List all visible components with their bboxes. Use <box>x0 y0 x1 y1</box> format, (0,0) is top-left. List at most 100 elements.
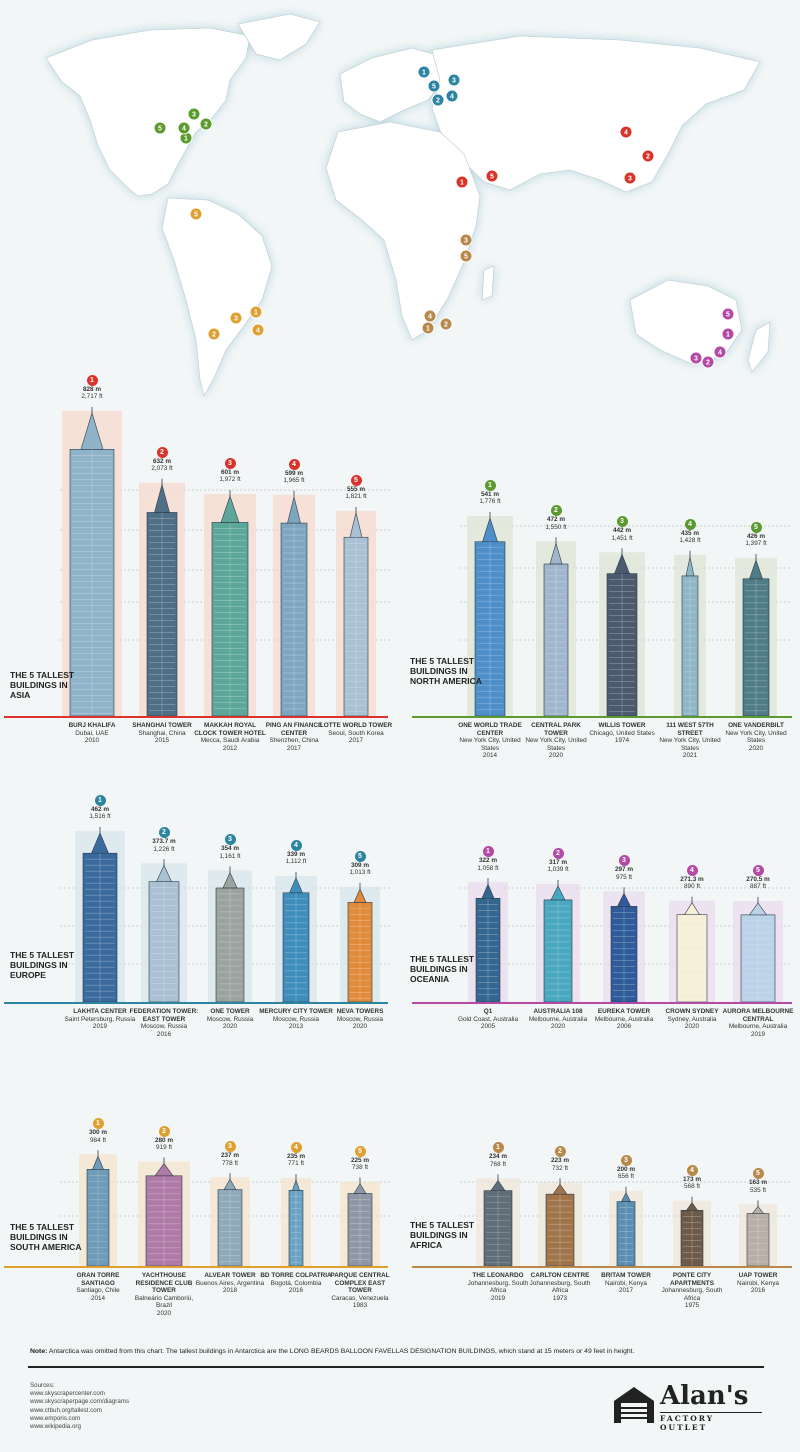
building-location: New York City, United States <box>653 737 727 752</box>
building-label: WILLIS TOWER Chicago, United States 1974 <box>585 722 659 745</box>
map-marker-asia: 1 <box>456 176 468 188</box>
map-marker-africa: 4 <box>424 310 436 322</box>
rank-badge: 1 <box>493 1142 504 1153</box>
building-name: AUSTRALIA 108 <box>521 1008 595 1016</box>
building-name: BURJ KHALIFA <box>55 722 129 730</box>
height-meters: 322 m <box>453 857 523 864</box>
rank-badge: 3 <box>225 834 236 845</box>
map-marker-number: 3 <box>192 112 196 119</box>
building-oceania-5 <box>733 897 783 1002</box>
building-label: ONE WORLD TRADE CENTER New York City, Uni… <box>453 722 527 760</box>
building-year: 2020 <box>193 1023 267 1031</box>
baseline <box>4 716 388 718</box>
building-label: MAKKAH ROYAL CLOCK TOWER HOTEL Mecca, Sau… <box>193 722 267 752</box>
height-badge: 3 200 m 656 ft <box>591 1155 661 1181</box>
height-feet: 535 ft <box>723 1187 793 1194</box>
height-meters: 339 m <box>261 851 331 858</box>
building-name: MERCURY CITY TOWER <box>259 1008 333 1016</box>
building-year: 2006 <box>587 1023 661 1031</box>
rank-badge: 4 <box>291 1142 302 1153</box>
height-feet: 984 ft <box>63 1137 133 1144</box>
building-year: 2020 <box>519 752 593 760</box>
building-year: 2016 <box>259 1287 333 1295</box>
map-marker-number: 5 <box>464 254 468 261</box>
building-year: 2015 <box>125 737 199 745</box>
building-label: CARLTON CENTRE Johannesburg, South Africa… <box>523 1272 597 1302</box>
building-label: PARQUE CENTRAL COMPLEX EAST TOWER Caracas… <box>323 1272 397 1310</box>
building-location: Caracas, Venezuela <box>323 1295 397 1303</box>
map-marker-number: 3 <box>464 238 468 245</box>
building-year: 2014 <box>61 1295 135 1303</box>
building-year: 2017 <box>257 745 331 753</box>
map-marker-asia: 4 <box>620 126 632 138</box>
building-location: Saint Petersburg, Russia <box>63 1016 137 1024</box>
rank-badge: 2 <box>159 827 170 838</box>
building-location: Balneário Camboriú, Brazil <box>127 1295 201 1310</box>
africa-landmass <box>326 122 480 340</box>
height-badge: 3 354 m 1,161 ft <box>195 834 265 860</box>
building-label: SHANGHAI TOWER Shanghai, China 2015 <box>125 722 199 745</box>
building-label: MERCURY CITY TOWER Moscow, Russia 2013 <box>259 1008 333 1031</box>
source-item: www.ctbuh.org/tallest.com <box>30 1407 129 1415</box>
source-item: www.skyscrapercenter.com <box>30 1390 129 1398</box>
rank-badge: 1 <box>485 480 496 491</box>
height-meters: 426 m <box>721 533 791 540</box>
building-label: BD TORRE COLPATRIA Bogotá, Colombia 2016 <box>259 1272 333 1295</box>
height-badge: 3 297 m 975 ft <box>589 855 659 881</box>
height-feet: 768 ft <box>463 1161 533 1168</box>
building-label: LAKHTA CENTER Saint Petersburg, Russia 201… <box>63 1008 137 1031</box>
panel-africa: THE 5 TALLEST BUILDINGS IN AFRICA 1 234 m… <box>400 1086 800 1342</box>
map-marker-south-america: 3 <box>230 312 242 324</box>
building-name: NEVA TOWERS <box>323 1008 397 1016</box>
building-location: Dubai, UAE <box>55 730 129 738</box>
map-marker-africa: 2 <box>440 318 452 330</box>
map-marker-number: 1 <box>184 136 188 143</box>
rank-badge: 4 <box>687 865 698 876</box>
rank-badge: 5 <box>753 865 764 876</box>
building-name: YACHTHOUSE RESIDENCE CLUB TOWER <box>127 1272 201 1295</box>
map-marker-number: 3 <box>628 176 632 183</box>
building-name: Q1 <box>451 1008 525 1016</box>
building-location: Gold Coast, Australia <box>451 1016 525 1024</box>
rank-badge: 4 <box>291 840 302 851</box>
height-feet: 975 ft <box>589 874 659 881</box>
height-meters: 270.5 m <box>723 876 793 883</box>
height-meters: 317 m <box>523 859 593 866</box>
building-location: Johannesburg, South Africa <box>523 1280 597 1295</box>
height-feet: 778 ft <box>195 1160 265 1167</box>
building-label: GRAN TORRE SANTIAGO Santiago, Chile 2014 <box>61 1272 135 1302</box>
height-meters: 223 m <box>525 1157 595 1164</box>
rank-badge: 2 <box>553 848 564 859</box>
building-name: LOTTE WORLD TOWER <box>319 722 393 730</box>
height-feet: 732 ft <box>525 1165 595 1172</box>
building-year: 2018 <box>193 1287 267 1295</box>
height-badge: 4 435 m 1,428 ft <box>655 519 725 545</box>
building-label: NEVA TOWERS Moscow, Russia 2020 <box>323 1008 397 1031</box>
height-feet: 1,058 ft <box>453 865 523 872</box>
height-badge: 4 271.3 m 890 ft <box>657 865 727 891</box>
height-badge: 5 426 m 1,397 ft <box>721 522 791 548</box>
rank-badge: 2 <box>157 447 168 458</box>
map-marker-north-america: 5 <box>154 122 166 134</box>
building-name: ONE VANDERBILT <box>719 722 793 730</box>
rank-badge: 3 <box>225 1141 236 1152</box>
height-badge: 2 472 m 1,550 ft <box>521 505 591 531</box>
building-year: 2014 <box>453 752 527 760</box>
madagascar-landmass <box>482 266 494 300</box>
rank-badge: 5 <box>753 1168 764 1179</box>
map-marker-number: 2 <box>436 98 440 105</box>
note-label: Note: <box>30 1348 47 1355</box>
height-feet: 1,039 ft <box>523 866 593 873</box>
height-badge: 1 462 m 1,516 ft <box>65 795 135 821</box>
divider <box>28 1366 764 1368</box>
rank-badge: 3 <box>225 458 236 469</box>
greenland-landmass <box>238 14 320 60</box>
map-marker-number: 5 <box>432 84 436 91</box>
map-marker-number: 3 <box>452 78 456 85</box>
height-meters: 555 m <box>321 486 391 493</box>
map-marker-number: 2 <box>212 332 216 339</box>
rank-badge: 5 <box>355 1146 366 1157</box>
logo-name: Alan's <box>660 1381 748 1411</box>
height-feet: 568 ft <box>657 1183 727 1190</box>
map-marker-north-america: 4 <box>178 122 190 134</box>
